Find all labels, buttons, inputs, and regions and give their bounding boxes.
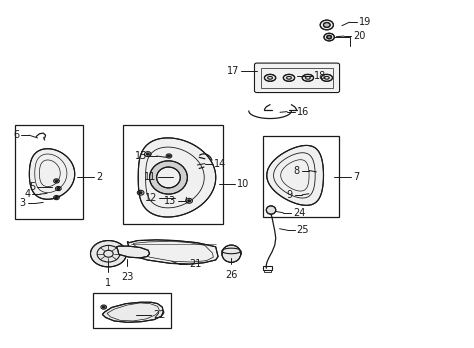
Ellipse shape	[327, 35, 331, 39]
Text: 16: 16	[297, 106, 309, 117]
Text: 22: 22	[153, 310, 165, 321]
Bar	[264, 270, 271, 272]
Text: 15: 15	[135, 151, 147, 161]
Polygon shape	[117, 246, 150, 258]
Text: 6: 6	[13, 130, 19, 140]
Text: 11: 11	[144, 173, 156, 182]
Ellipse shape	[324, 33, 334, 41]
Text: 9: 9	[287, 190, 293, 200]
Ellipse shape	[156, 167, 180, 188]
Text: 18: 18	[314, 71, 326, 81]
Bar	[261, 68, 333, 88]
Text: 13: 13	[164, 196, 176, 206]
Text: 3: 3	[19, 198, 26, 208]
Text: 20: 20	[353, 31, 365, 41]
Bar	[15, 126, 83, 219]
Ellipse shape	[150, 161, 187, 194]
Text: 24: 24	[293, 208, 305, 218]
Text: 10: 10	[237, 179, 249, 189]
Polygon shape	[102, 302, 163, 322]
FancyBboxPatch shape	[255, 63, 339, 93]
Ellipse shape	[323, 23, 330, 27]
Text: 26: 26	[225, 270, 237, 280]
Text: 17: 17	[227, 66, 239, 76]
Text: 7: 7	[353, 173, 359, 182]
Ellipse shape	[55, 180, 58, 182]
Ellipse shape	[302, 74, 314, 81]
Ellipse shape	[102, 306, 105, 308]
Text: 25: 25	[297, 225, 309, 235]
Ellipse shape	[222, 245, 241, 262]
Text: 19: 19	[359, 17, 371, 27]
Polygon shape	[138, 138, 216, 217]
Ellipse shape	[283, 74, 295, 81]
Text: 1: 1	[105, 278, 111, 288]
Ellipse shape	[139, 192, 142, 194]
Bar	[263, 136, 338, 218]
Ellipse shape	[321, 74, 332, 81]
Bar	[93, 293, 171, 328]
Ellipse shape	[167, 155, 170, 157]
Polygon shape	[29, 149, 75, 199]
Text: 21: 21	[189, 259, 201, 269]
Ellipse shape	[91, 240, 127, 267]
Ellipse shape	[266, 206, 276, 214]
Ellipse shape	[146, 153, 149, 155]
Text: 14: 14	[214, 159, 227, 168]
Ellipse shape	[57, 188, 60, 190]
Text: 4: 4	[24, 189, 30, 199]
Text: 8: 8	[294, 166, 300, 175]
Bar	[123, 126, 223, 224]
Text: 5: 5	[29, 182, 35, 192]
Text: 2: 2	[96, 173, 102, 182]
Ellipse shape	[320, 20, 333, 30]
Polygon shape	[128, 240, 218, 264]
Text: 12: 12	[145, 192, 157, 203]
Ellipse shape	[55, 197, 58, 199]
Polygon shape	[267, 145, 323, 205]
Bar	[263, 266, 272, 270]
Ellipse shape	[264, 74, 276, 81]
Text: 23: 23	[121, 272, 134, 282]
Ellipse shape	[188, 200, 191, 202]
